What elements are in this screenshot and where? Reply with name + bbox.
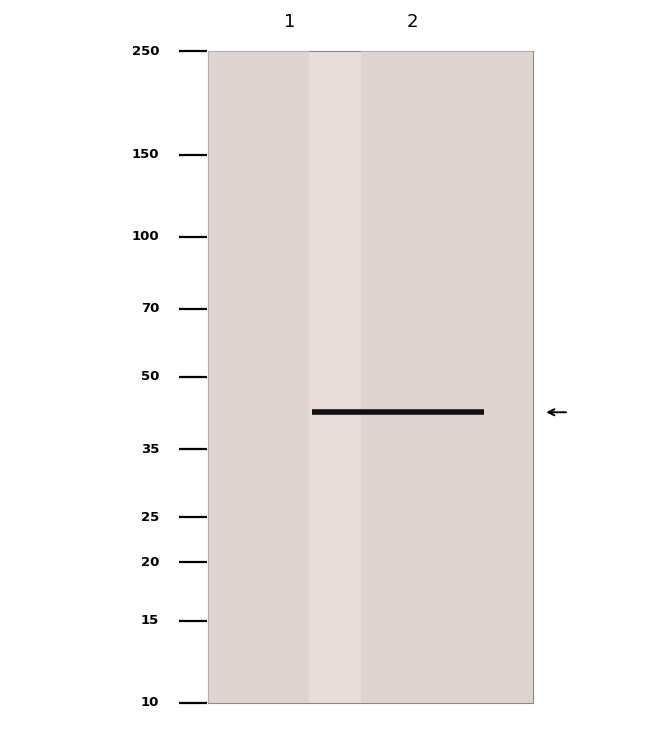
Bar — [208, 51, 533, 703]
Text: 70: 70 — [141, 302, 159, 315]
Text: 25: 25 — [141, 511, 159, 524]
Bar — [208, 51, 309, 703]
Text: 15: 15 — [141, 614, 159, 627]
Text: 1: 1 — [283, 13, 295, 31]
Text: 20: 20 — [141, 556, 159, 569]
Text: 100: 100 — [131, 230, 159, 243]
Text: 150: 150 — [132, 148, 159, 161]
Text: 35: 35 — [141, 443, 159, 455]
Bar — [361, 51, 533, 703]
Text: 50: 50 — [141, 370, 159, 384]
Text: 10: 10 — [141, 696, 159, 709]
Text: 2: 2 — [407, 13, 419, 31]
Text: 250: 250 — [132, 45, 159, 58]
